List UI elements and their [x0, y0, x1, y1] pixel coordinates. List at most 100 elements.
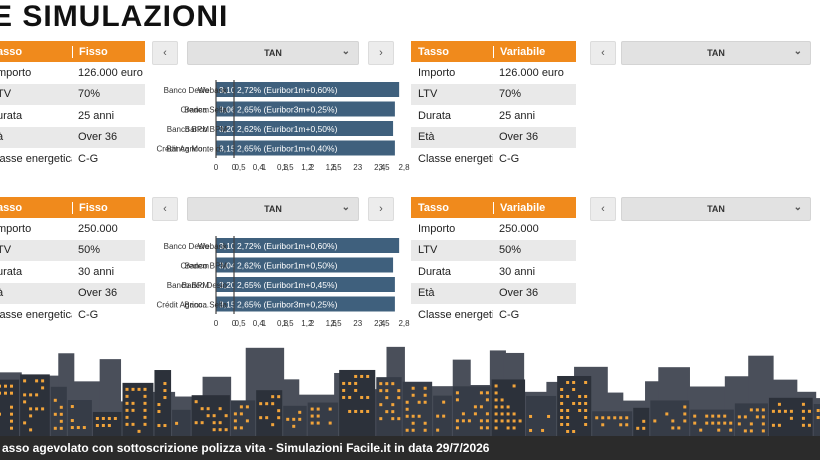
- table-row: mporto 250.000: [0, 218, 145, 240]
- table-row: urata 25 anni: [0, 105, 145, 127]
- row-value: 50%: [78, 244, 101, 257]
- skyline-window: [455, 391, 459, 395]
- skyline-window: [411, 428, 415, 432]
- skyline-window: [342, 381, 346, 385]
- x-tick-label: 2,4: [374, 319, 386, 328]
- skyline-window: [665, 412, 669, 416]
- row-label: lasse energetica: [0, 308, 72, 321]
- skyline-window: [316, 421, 320, 425]
- x-tick-label: 3: [358, 163, 363, 172]
- skyline-window: [789, 409, 793, 413]
- bar-value-label: 2,65% (Euribor1m+0,45%): [237, 280, 338, 290]
- table-row: Età Over 36: [411, 126, 576, 148]
- x-tick-label: 2,5: [330, 319, 342, 328]
- row-value: C-G: [499, 308, 520, 321]
- skyline-window: [101, 416, 105, 420]
- skyline-window: [512, 384, 516, 388]
- skyline-window: [125, 401, 129, 405]
- skyline-window: [777, 409, 781, 413]
- skyline-window: [277, 395, 281, 399]
- rate-type-select[interactable]: TAN ⌄: [621, 197, 811, 221]
- rate-type-select[interactable]: TAN ⌄: [187, 41, 359, 65]
- x-tick-label: 2: [353, 163, 358, 172]
- x-tick-label: 2,8: [398, 319, 410, 328]
- x-tick-label: 2,8: [398, 163, 410, 172]
- skyline-window: [506, 405, 510, 409]
- x-tick-label: 0,8: [277, 163, 289, 172]
- chevron-down-icon: ⌄: [793, 46, 802, 57]
- table-row: Importo 250.000: [411, 218, 576, 240]
- skyline-building: [557, 375, 592, 436]
- bar-value-label: 2,65% (Euribor3m+0,25%): [237, 300, 338, 310]
- chevron-left-icon: ‹: [163, 203, 167, 215]
- skyline-building: [376, 377, 402, 436]
- skyline-window: [0, 412, 1, 416]
- skyline-window: [705, 421, 709, 425]
- prev-button[interactable]: ‹: [152, 197, 178, 221]
- skyline-window: [76, 426, 80, 430]
- skyline-window: [10, 391, 13, 395]
- skyline-window: [653, 419, 657, 423]
- skyline-window: [743, 429, 747, 433]
- skyline-window: [783, 409, 787, 413]
- rate-type-select[interactable]: TAN ⌄: [187, 197, 359, 221]
- skyline-window: [494, 405, 498, 409]
- table-header-cell: Fisso: [72, 45, 145, 58]
- table-header: Tasso Variabile: [411, 41, 576, 62]
- skyline-window: [41, 407, 45, 411]
- category-label: Webank: [198, 86, 228, 95]
- category-label: Banco BPM: [185, 125, 228, 134]
- skyline-window: [619, 416, 623, 420]
- skyline-window: [316, 407, 320, 411]
- prev-button[interactable]: ‹: [590, 41, 616, 65]
- skyline-window: [584, 415, 588, 419]
- next-button[interactable]: ›: [368, 197, 394, 221]
- skyline-window: [572, 401, 576, 405]
- skyline-window: [354, 409, 358, 413]
- skyline-window: [137, 387, 141, 391]
- skyline-window: [518, 419, 522, 423]
- skyline-window: [455, 419, 459, 423]
- skyline-window: [385, 389, 389, 393]
- skyline-window: [354, 374, 358, 378]
- skyline-window: [749, 422, 753, 426]
- bar-value-label: 2,72% (Euribor1m+0,60%): [237, 241, 338, 251]
- skyline-window: [391, 417, 395, 421]
- skyline-window: [82, 426, 86, 430]
- skyline-window: [494, 426, 498, 430]
- skyline-window: [572, 380, 576, 384]
- skyline-window: [500, 405, 504, 409]
- category-label: Credem: [181, 262, 210, 271]
- skyline-window: [41, 379, 45, 383]
- next-button[interactable]: ›: [368, 41, 394, 65]
- skyline-window: [0, 391, 1, 395]
- select-value: TAN: [264, 48, 282, 58]
- skyline-window: [348, 381, 352, 385]
- skyline-building: [191, 395, 230, 436]
- category-label: Banco Desio: [182, 281, 228, 290]
- conditions-table: Tasso Variabile Importo 126.000 euro LTV 70% D…: [411, 41, 576, 170]
- prev-button[interactable]: ‹: [152, 41, 178, 65]
- row-label: urata: [0, 265, 23, 278]
- table-row: à Over 36: [0, 126, 145, 148]
- skyline-window: [560, 401, 564, 405]
- skyline-window: [411, 414, 415, 418]
- skyline-window: [131, 401, 135, 405]
- skyline-window: [506, 412, 510, 416]
- rate-type-select[interactable]: TAN ⌄: [621, 41, 811, 65]
- prev-button[interactable]: ‹: [590, 197, 616, 221]
- x-tick-label: 2,5: [330, 163, 342, 172]
- skyline-building: [50, 386, 67, 436]
- skyline-window: [625, 416, 629, 420]
- skyline-window: [807, 409, 811, 413]
- skyline-window: [512, 419, 516, 423]
- city-skyline-illustration: [0, 346, 820, 436]
- skyline-window: [578, 408, 582, 412]
- row-value: C-G: [499, 152, 520, 165]
- skyline-window: [379, 403, 383, 407]
- skyline-window: [479, 419, 483, 423]
- skyline-window: [777, 402, 781, 406]
- skyline-window: [761, 415, 765, 419]
- skyline-window: [348, 409, 352, 413]
- x-tick-label: 2: [353, 319, 358, 328]
